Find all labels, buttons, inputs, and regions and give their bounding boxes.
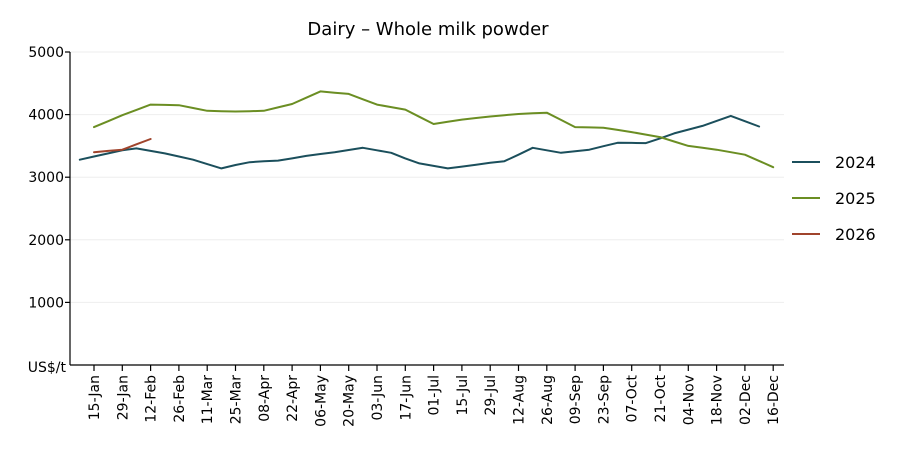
grid-lines: [70, 51, 784, 303]
x-tick-label: 08-Apr: [257, 375, 273, 422]
y-tick-labels: 1000 2000 3000 4000 5000: [28, 45, 70, 311]
y-tick-label: 4000: [28, 108, 64, 124]
y-tick-label: 1000: [28, 295, 64, 311]
y-tick-label: 3000: [28, 170, 64, 186]
x-tick-label: 01-Jul: [427, 375, 443, 416]
x-tick-label: 18-Nov: [710, 375, 726, 425]
x-tick-label: 11-Mar: [200, 375, 216, 425]
x-tick-label: 20-May: [342, 375, 358, 427]
x-tick-label: 12-Feb: [144, 375, 160, 423]
x-tick-label: 29-Jan: [115, 375, 131, 420]
y-axis-label: US$/t: [28, 360, 67, 376]
series-lines: [78, 90, 775, 170]
legend-label-2025: 2025: [835, 189, 876, 208]
chart-title: Dairy – Whole milk powder: [307, 19, 549, 40]
x-tick-label: 12-Aug: [512, 375, 528, 425]
x-tick-label: 15-Jan: [87, 375, 103, 420]
y-tick-label: 2000: [28, 233, 64, 249]
x-tick-label: 04-Nov: [681, 375, 697, 425]
legend: 2024 2025 2026: [792, 153, 876, 244]
legend-label-2024: 2024: [835, 153, 876, 172]
y-tick-label: 5000: [28, 45, 64, 61]
series-line-2026: [93, 138, 152, 154]
x-tick-label: 29-Jul: [483, 375, 499, 416]
x-tick-label: 23-Sep: [596, 375, 612, 424]
x-tick-label: 15-Jul: [455, 375, 471, 416]
x-tick-label: 21-Oct: [653, 374, 669, 422]
x-tick-label: 17-Jun: [398, 375, 414, 421]
series-line-2024: [78, 114, 761, 170]
x-tick-label: 03-Jun: [370, 375, 386, 421]
x-tick-labels: 15-Jan 29-Jan 12-Feb 26-Feb 11-Mar 25-Mar 08-A…: [87, 365, 782, 427]
x-tick-label: 26-Aug: [540, 375, 556, 425]
axes: [69, 52, 784, 366]
x-tick-label: 25-Mar: [229, 375, 245, 425]
x-tick-label: 02-Dec: [738, 375, 754, 425]
x-tick-label: 09-Sep: [568, 375, 584, 424]
x-tick-label: 16-Dec: [766, 375, 782, 425]
x-tick-label: 06-May: [313, 375, 329, 427]
legend-label-2026: 2026: [835, 225, 876, 244]
x-tick-label: 22-Apr: [285, 375, 301, 422]
x-tick-label: 26-Feb: [172, 375, 188, 423]
series-line-2025: [93, 90, 775, 169]
x-tick-label: 07-Oct: [625, 374, 641, 422]
